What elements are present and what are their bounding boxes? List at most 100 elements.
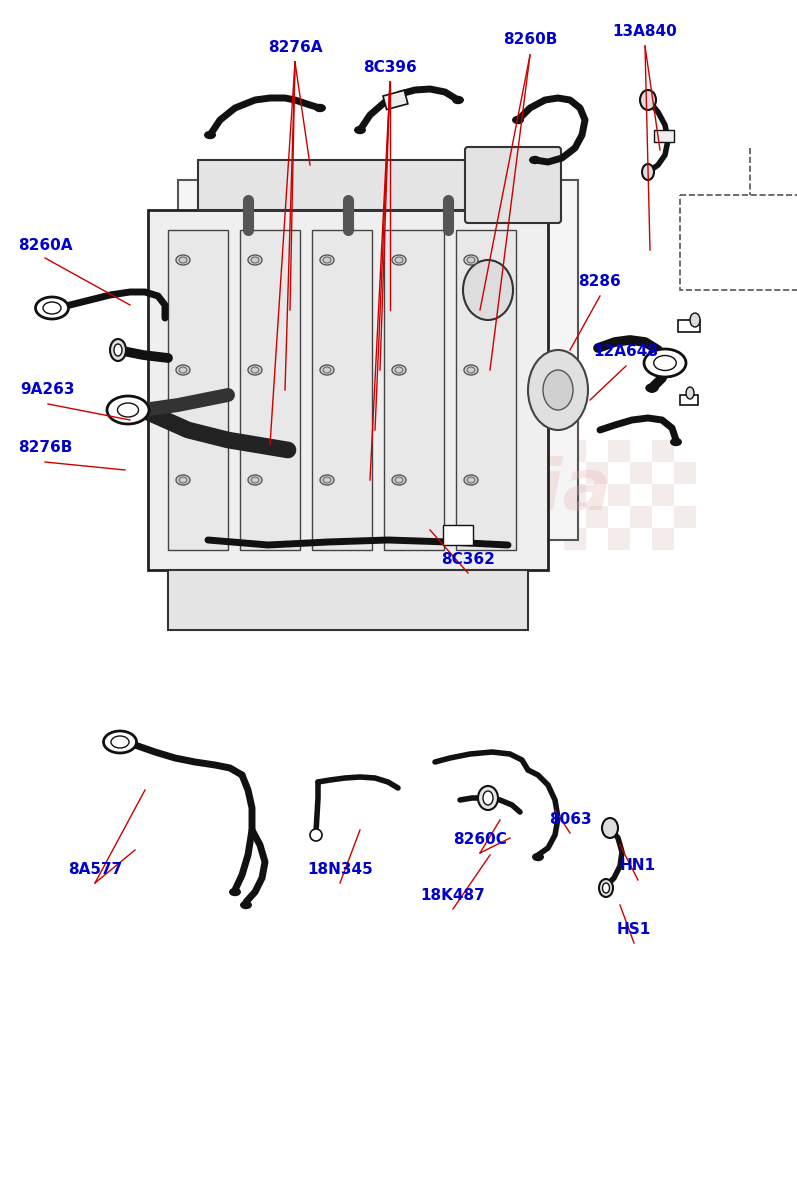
Text: 18N345: 18N345 <box>307 863 373 877</box>
Ellipse shape <box>528 350 588 430</box>
Bar <box>520 484 542 506</box>
Ellipse shape <box>467 257 475 263</box>
Text: 8C362: 8C362 <box>441 552 495 568</box>
Ellipse shape <box>205 132 215 138</box>
Ellipse shape <box>320 365 334 374</box>
Ellipse shape <box>111 736 129 748</box>
Ellipse shape <box>104 731 136 754</box>
Ellipse shape <box>110 338 126 361</box>
Bar <box>674 506 696 528</box>
Bar <box>674 440 696 462</box>
Ellipse shape <box>241 901 251 908</box>
FancyBboxPatch shape <box>198 160 498 210</box>
Text: 12A648: 12A648 <box>594 344 658 360</box>
Bar <box>542 462 564 484</box>
Ellipse shape <box>392 475 406 485</box>
Ellipse shape <box>248 254 262 265</box>
Text: 13A840: 13A840 <box>613 24 677 40</box>
Bar <box>542 506 564 528</box>
Bar <box>630 528 652 550</box>
Bar <box>586 440 608 462</box>
Bar <box>630 484 652 506</box>
FancyBboxPatch shape <box>456 230 516 550</box>
FancyBboxPatch shape <box>168 230 228 550</box>
Ellipse shape <box>642 164 654 180</box>
Bar <box>586 484 608 506</box>
Ellipse shape <box>603 883 610 893</box>
Ellipse shape <box>478 786 498 810</box>
FancyBboxPatch shape <box>178 180 578 540</box>
Bar <box>630 506 652 528</box>
Text: 9A263: 9A263 <box>21 383 75 397</box>
Ellipse shape <box>176 365 190 374</box>
Ellipse shape <box>251 367 259 373</box>
Bar <box>520 440 542 462</box>
Ellipse shape <box>532 853 544 860</box>
Ellipse shape <box>176 254 190 265</box>
Ellipse shape <box>640 90 656 110</box>
Bar <box>542 440 564 462</box>
Ellipse shape <box>176 475 190 485</box>
Ellipse shape <box>392 365 406 374</box>
Bar <box>630 440 652 462</box>
Ellipse shape <box>463 260 513 320</box>
Text: 8260B: 8260B <box>503 32 557 48</box>
Ellipse shape <box>320 254 334 265</box>
Ellipse shape <box>395 476 403 482</box>
Ellipse shape <box>483 791 493 805</box>
Ellipse shape <box>395 257 403 263</box>
Bar <box>542 484 564 506</box>
Text: sparemolia: sparemolia <box>160 456 611 526</box>
Bar <box>383 90 408 109</box>
Bar <box>564 506 586 528</box>
Bar <box>680 194 797 290</box>
Ellipse shape <box>690 313 700 326</box>
Bar <box>652 462 674 484</box>
Ellipse shape <box>315 104 325 112</box>
FancyBboxPatch shape <box>168 570 528 630</box>
Text: 8260A: 8260A <box>18 238 73 252</box>
Ellipse shape <box>464 365 478 374</box>
Ellipse shape <box>114 344 122 356</box>
Text: 8A577: 8A577 <box>68 863 122 877</box>
Ellipse shape <box>230 888 240 895</box>
FancyBboxPatch shape <box>240 230 300 550</box>
Ellipse shape <box>179 476 187 482</box>
Ellipse shape <box>117 403 139 416</box>
Bar <box>608 506 630 528</box>
Bar <box>564 484 586 506</box>
Ellipse shape <box>464 475 478 485</box>
Bar <box>674 484 696 506</box>
Text: 8063: 8063 <box>548 812 591 828</box>
Bar <box>520 506 542 528</box>
Ellipse shape <box>310 829 322 841</box>
Bar <box>680 395 698 404</box>
Bar <box>654 130 674 142</box>
Ellipse shape <box>179 367 187 373</box>
Bar <box>674 528 696 550</box>
Bar <box>586 528 608 550</box>
Ellipse shape <box>248 365 262 374</box>
Ellipse shape <box>179 257 187 263</box>
Ellipse shape <box>602 818 618 838</box>
Bar <box>586 462 608 484</box>
Bar <box>652 440 674 462</box>
Text: 8C396: 8C396 <box>363 60 417 76</box>
Bar <box>630 462 652 484</box>
Bar <box>542 528 564 550</box>
Ellipse shape <box>467 476 475 482</box>
Ellipse shape <box>251 476 259 482</box>
Bar <box>652 506 674 528</box>
Ellipse shape <box>251 257 259 263</box>
Bar <box>564 528 586 550</box>
Text: 8276B: 8276B <box>18 440 73 456</box>
Ellipse shape <box>686 386 694 398</box>
Bar <box>674 462 696 484</box>
Text: HS1: HS1 <box>617 923 651 937</box>
Ellipse shape <box>644 349 686 377</box>
Ellipse shape <box>43 302 61 314</box>
Text: 8286: 8286 <box>579 275 622 289</box>
Text: HN1: HN1 <box>620 858 656 874</box>
Ellipse shape <box>323 476 331 482</box>
Ellipse shape <box>36 296 69 319</box>
